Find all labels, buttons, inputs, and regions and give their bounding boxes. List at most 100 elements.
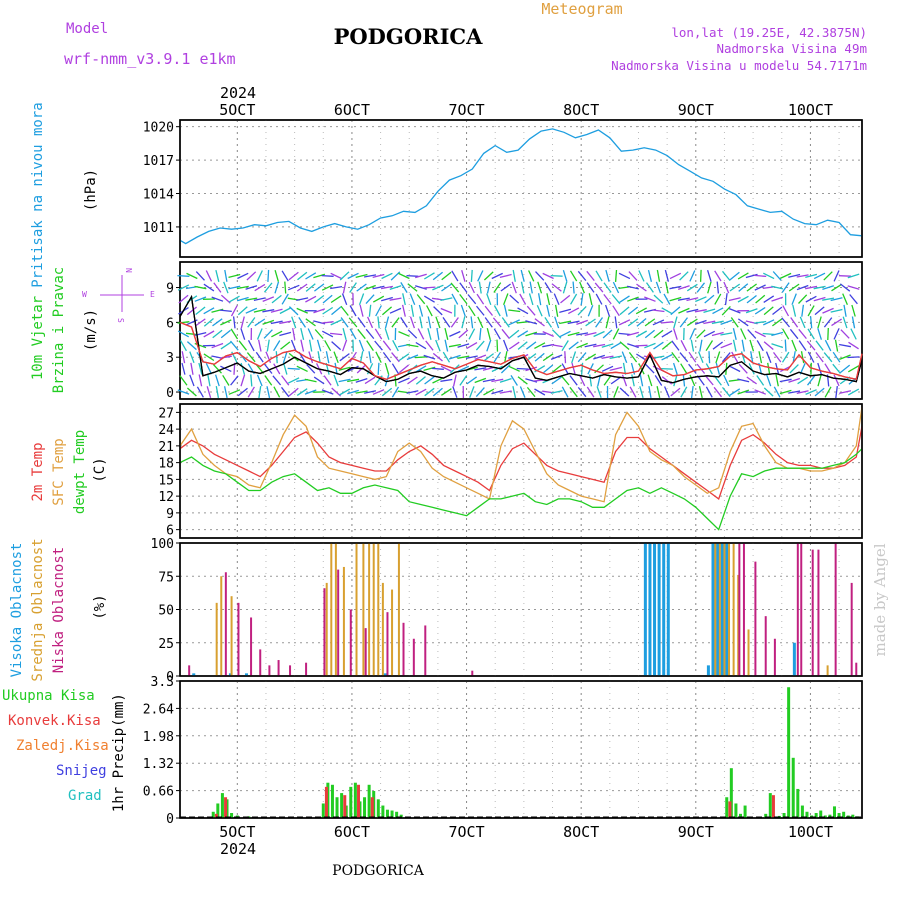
wind-arrow — [236, 285, 249, 290]
bar-clouds-2 — [188, 665, 191, 676]
bar-clouds-1 — [368, 543, 371, 676]
wind-arrow — [788, 377, 801, 383]
series-line-wind-1 — [179, 321, 863, 381]
wind-arrow — [266, 339, 270, 352]
wind-arrow — [688, 351, 697, 363]
wind-arrow — [577, 305, 587, 316]
wind-arrow — [528, 293, 534, 306]
wind-arrow — [503, 351, 508, 364]
wind-arrow — [287, 284, 300, 291]
bottom-day-label: 8OCT — [563, 823, 599, 841]
wind-arrow — [479, 327, 482, 341]
wind-arrow — [491, 272, 503, 280]
wind-arrow — [788, 390, 801, 394]
wind-arrow — [375, 351, 382, 363]
wind-arrow — [247, 317, 256, 328]
wind-arrow — [690, 386, 694, 399]
wind-arrow — [661, 353, 673, 361]
wind-arrow — [484, 305, 494, 316]
wind-arrow — [365, 294, 375, 305]
wind-arrow — [238, 340, 248, 351]
wind-arrow — [765, 351, 772, 364]
wind-arrow — [696, 363, 706, 374]
wind-arrow — [427, 316, 432, 329]
wind-arrow — [771, 285, 784, 290]
wind-arrow — [731, 351, 739, 363]
wind-arrow — [228, 295, 240, 303]
wind-arrow — [763, 387, 774, 397]
wind-arrow — [262, 296, 275, 303]
wind-arrow — [647, 374, 653, 387]
wind-arrow — [186, 341, 197, 351]
y-tick-label: 100 — [151, 537, 174, 552]
wind-arrow — [510, 375, 518, 386]
wind-arrow — [550, 343, 563, 348]
wind-arrow — [493, 351, 502, 363]
bar-precipitation-0 — [805, 811, 809, 818]
wind-arrow — [189, 351, 195, 364]
bar-clouds-2 — [834, 543, 837, 676]
y-tick-label: 0.66 — [143, 785, 174, 800]
bar-clouds-2 — [412, 638, 415, 676]
wind-arrow — [466, 342, 478, 350]
wind-arrow — [707, 281, 712, 294]
wind-arrow — [470, 316, 474, 329]
wind-arrow — [410, 304, 415, 317]
wind-arrow — [281, 293, 289, 305]
wind-arrow — [754, 389, 767, 395]
wind-arrow — [282, 362, 288, 375]
wind-arrow — [586, 282, 595, 293]
wind-arrow — [230, 375, 239, 386]
wind-arrow — [390, 271, 401, 281]
wind-arrow — [433, 306, 443, 316]
wind-arrow — [321, 274, 334, 277]
y-tick-label: 12 — [158, 490, 174, 505]
wind-arrow — [671, 352, 680, 363]
wind-arrow — [423, 295, 435, 303]
wind-arrow — [798, 294, 808, 304]
wind-arrow — [636, 283, 647, 292]
wind-arrow — [224, 269, 228, 282]
bar-clouds-2 — [305, 662, 308, 676]
bar-clouds-2 — [224, 572, 227, 676]
wind-axis-label-2: Brzina i Pravac — [51, 267, 67, 393]
wind-arrow — [791, 293, 797, 305]
wind-arrow — [189, 374, 195, 387]
temp2m-axis-label: 2m Temp — [30, 442, 46, 501]
wind-arrow — [321, 389, 334, 395]
wind-arrow — [274, 270, 280, 282]
wind-arrow — [771, 331, 784, 337]
wind-arrow — [254, 318, 266, 327]
wind-arrow — [699, 269, 702, 282]
bar-precipitation-0 — [819, 810, 823, 818]
temp-unit: (C) — [92, 457, 108, 482]
top-day-label: 9OCT — [678, 101, 714, 119]
bar-clouds-2 — [811, 549, 814, 676]
wind-arrow — [679, 352, 689, 363]
bar-precipitation-0 — [363, 797, 367, 818]
wind-arrow — [571, 351, 577, 364]
bar-clouds-2 — [850, 582, 853, 676]
wind-arrow — [215, 269, 220, 282]
wind-arrow — [177, 389, 190, 395]
wind-arrow — [619, 306, 630, 316]
wind-arrow — [593, 354, 605, 360]
wind-arrow — [419, 316, 423, 329]
bar-clouds-2 — [402, 622, 405, 676]
wind-arrow — [635, 307, 648, 315]
wind-arrow — [644, 342, 656, 349]
wind-arrow — [655, 281, 662, 294]
wind-arrow — [688, 363, 697, 374]
legend-frozen-precip: Zaledj.Kisa — [16, 738, 109, 754]
wind-arrow — [478, 281, 482, 294]
wind-arrow — [671, 340, 680, 351]
wind-arrow — [756, 340, 764, 352]
bar-clouds-2 — [268, 665, 271, 676]
wind-arrow — [203, 353, 215, 362]
wind-arrow — [839, 390, 852, 395]
wind-arrow — [559, 320, 572, 325]
wind-arrow — [832, 351, 841, 363]
wind-arrow — [849, 294, 858, 305]
wind-arrow — [585, 318, 596, 327]
